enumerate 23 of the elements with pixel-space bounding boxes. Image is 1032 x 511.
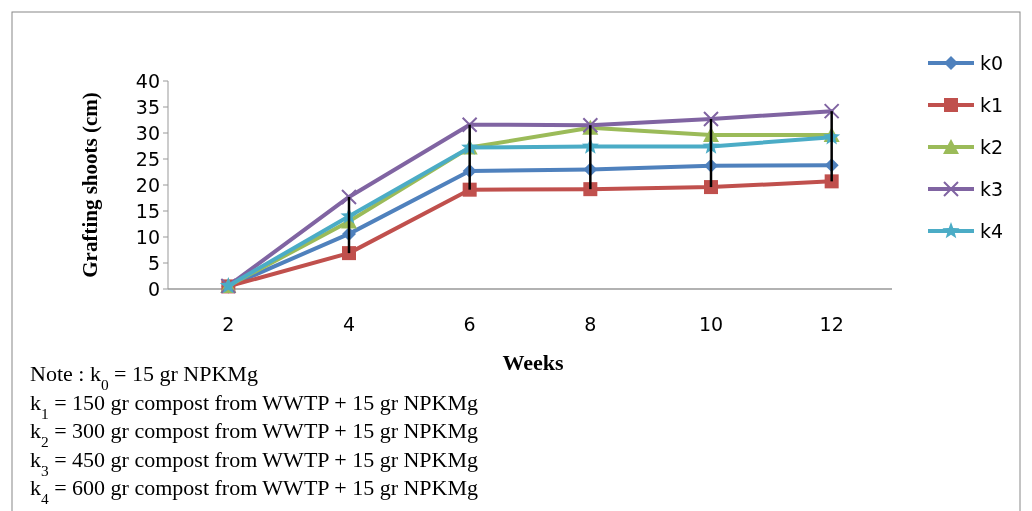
legend-label: k2 xyxy=(980,135,1004,158)
x-tick-label: 4 xyxy=(342,313,356,335)
x-tick-label: 12 xyxy=(819,313,844,335)
y-axis-title: Grafting shoots (cm) xyxy=(78,92,102,278)
y-tick-label: 5 xyxy=(147,251,160,274)
y-tick-label: 0 xyxy=(147,277,160,300)
legend-label: k1 xyxy=(980,93,1004,116)
x-axis-title: Weeks xyxy=(502,350,564,375)
x-tick-label: 2 xyxy=(222,313,235,335)
x-tick-label: 10 xyxy=(698,313,724,335)
y-tick-label: 10 xyxy=(135,225,160,248)
legend-label: k3 xyxy=(980,177,1004,200)
y-tick-label: 40 xyxy=(135,69,160,92)
x-tick-label: 8 xyxy=(584,313,597,335)
y-tick-label: 20 xyxy=(135,173,160,196)
y-tick-label: 25 xyxy=(135,147,160,170)
y-tick-label: 35 xyxy=(135,95,160,118)
y-tick-label: 15 xyxy=(135,199,160,222)
legend-label: k0 xyxy=(980,51,1004,74)
y-tick-label: 30 xyxy=(135,121,160,144)
x-tick-label: 6 xyxy=(463,313,476,335)
text: k$_{4}$ = 600 gr compost from WWTP + 15 gr NPKMg xyxy=(30,475,479,507)
legend-label: k4 xyxy=(980,219,1004,242)
